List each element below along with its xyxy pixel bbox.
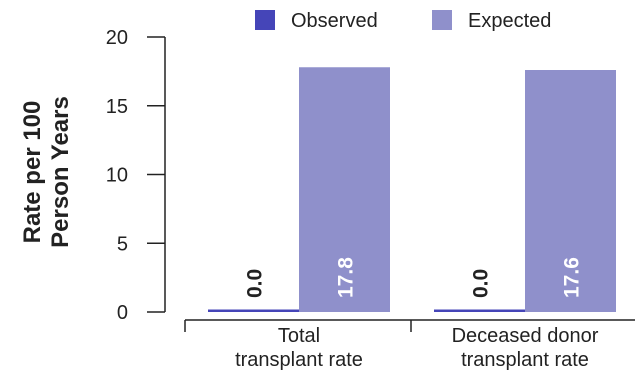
bar-observed bbox=[434, 309, 525, 312]
bar-expected bbox=[525, 70, 616, 312]
legend-label-expected: Expected bbox=[468, 10, 551, 32]
data-label-expected: 17.8 bbox=[335, 257, 358, 298]
y-tick-label: 10 bbox=[106, 165, 128, 187]
data-label-expected: 17.6 bbox=[561, 257, 584, 298]
legend: Observed Expected bbox=[255, 10, 551, 32]
legend-label-observed: Observed bbox=[291, 10, 378, 32]
bar-expected bbox=[299, 67, 390, 312]
data-label-observed: 0.0 bbox=[470, 269, 493, 298]
y-tick-label: 15 bbox=[106, 96, 128, 118]
y-axis-label: Rate per 100Person Years bbox=[19, 96, 74, 248]
y-tick-label: 20 bbox=[106, 27, 128, 49]
y-tick-label: 5 bbox=[117, 233, 128, 255]
data-labels: 0.0 17.8 0.0 17.6 bbox=[244, 257, 584, 298]
y-tick-label: 0 bbox=[117, 302, 128, 324]
y-axis: 0 5 10 15 20 bbox=[106, 27, 166, 324]
legend-swatch-expected bbox=[432, 10, 452, 30]
legend-swatch-observed bbox=[255, 10, 275, 30]
data-label-observed: 0.0 bbox=[244, 269, 267, 298]
x-axis: Total transplant rate Deceased donor transp… bbox=[184, 319, 635, 371]
x-category-label: Deceased donor transplant rate bbox=[452, 325, 599, 371]
bars bbox=[208, 67, 616, 312]
bar-observed bbox=[208, 309, 299, 312]
y-axis-title: Rate per 100Person Years bbox=[19, 96, 74, 248]
x-category-label: Total transplant rate bbox=[235, 325, 363, 371]
